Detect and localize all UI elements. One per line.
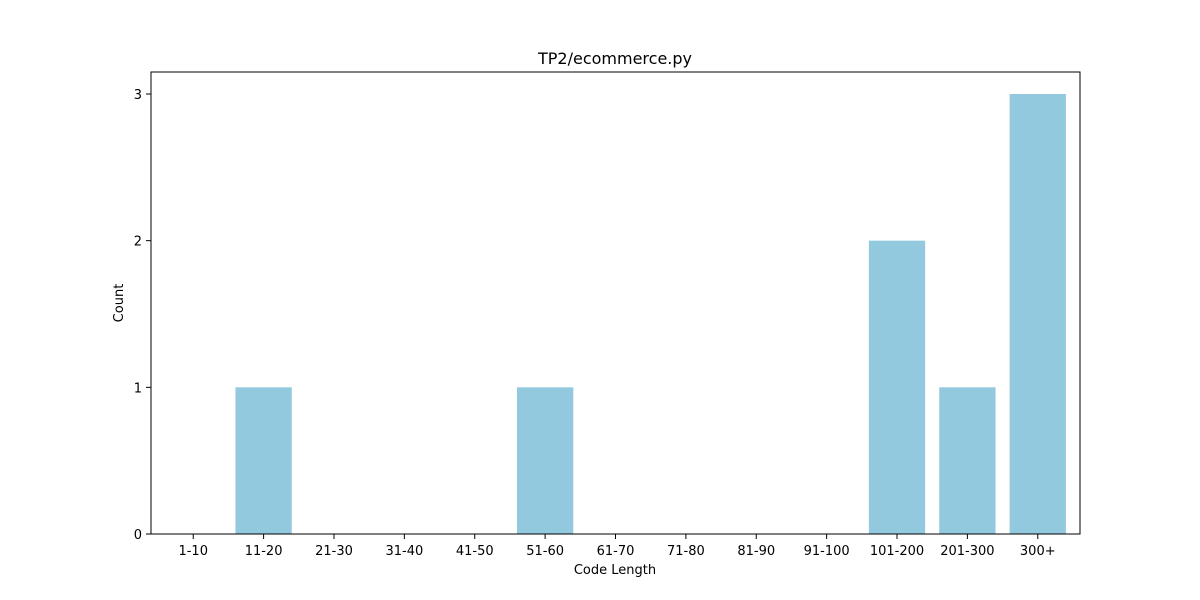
- x-tick-label: 11-20: [245, 544, 283, 559]
- x-tick-label: 41-50: [456, 544, 494, 559]
- chart-title: TP2/ecommerce.py: [537, 49, 692, 68]
- x-tick-label: 31-40: [385, 544, 423, 559]
- y-tick-label: 2: [134, 235, 142, 250]
- y-tick-label: 0: [134, 528, 142, 543]
- bars-layer: [235, 94, 1066, 534]
- x-tick-label: 201-300: [940, 544, 994, 559]
- bar-51-60: [516, 387, 574, 534]
- y-tick-label: 1: [134, 381, 142, 396]
- x-tick-label: 91-100: [804, 544, 850, 559]
- bar-201-300: [939, 387, 996, 534]
- bar-300+: [1009, 94, 1066, 534]
- x-axis-ticks: 1-10 11-20 21-30 31-40 41-50 51-60 61-70 71-80 8…: [178, 534, 1056, 559]
- x-tick-label: 71-80: [667, 544, 705, 559]
- y-axis-label: Count: [112, 284, 127, 323]
- x-tick-label: 51-60: [526, 544, 564, 559]
- bar-11-20: [235, 387, 292, 534]
- x-tick-label: 61-70: [597, 544, 635, 559]
- x-tick-label: 300+: [1020, 544, 1056, 559]
- x-tick-label: 21-30: [315, 544, 353, 559]
- y-axis-ticks: 0 1 2 3: [134, 88, 151, 543]
- x-tick-label: 81-90: [737, 544, 775, 559]
- x-tick-label: 1-10: [178, 544, 208, 559]
- y-tick-label: 3: [134, 88, 142, 103]
- x-tick-label: 101-200: [870, 544, 924, 559]
- x-axis-label: Code Length: [574, 563, 656, 578]
- bar-101-200: [868, 240, 926, 534]
